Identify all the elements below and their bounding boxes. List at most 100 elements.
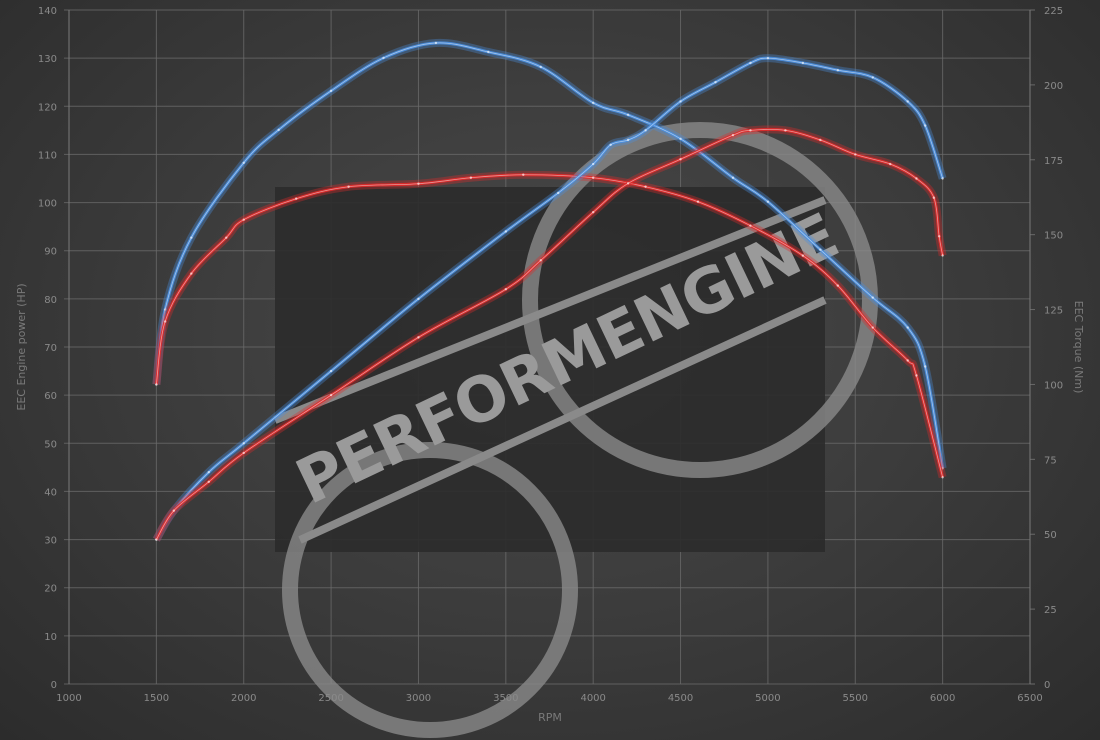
series-lines bbox=[152, 38, 947, 542]
data-point bbox=[941, 476, 944, 479]
data-point bbox=[937, 235, 941, 238]
x-tick-label: 3500 bbox=[493, 693, 518, 704]
data-point bbox=[836, 68, 839, 72]
data-point bbox=[242, 442, 245, 445]
data-point bbox=[487, 50, 490, 54]
data-point bbox=[504, 230, 508, 233]
y-tick-label: 80 bbox=[44, 295, 57, 306]
data-point bbox=[591, 211, 595, 214]
data-point bbox=[417, 297, 420, 301]
data-point bbox=[539, 65, 542, 69]
data-point bbox=[591, 162, 595, 166]
x-tick-label: 1000 bbox=[56, 693, 81, 704]
data-point bbox=[591, 176, 595, 179]
data-point bbox=[163, 308, 167, 311]
y2-tick-label: 225 bbox=[1044, 6, 1063, 17]
y-tick-label: 90 bbox=[44, 247, 57, 258]
data-point bbox=[207, 480, 210, 483]
data-point bbox=[242, 218, 245, 221]
data-point bbox=[172, 509, 176, 512]
y2-tick-label: 75 bbox=[1044, 455, 1057, 466]
data-point bbox=[889, 162, 892, 166]
data-point bbox=[871, 76, 874, 79]
data-point bbox=[766, 200, 770, 203]
data-point bbox=[329, 393, 333, 397]
data-point bbox=[915, 177, 918, 180]
data-point bbox=[644, 129, 647, 132]
data-point bbox=[714, 81, 717, 84]
data-point bbox=[731, 133, 735, 137]
y-tick-label: 140 bbox=[38, 6, 57, 17]
data-point bbox=[225, 236, 228, 239]
data-point bbox=[906, 326, 909, 329]
y-tick-label: 60 bbox=[44, 391, 57, 402]
data-point bbox=[242, 161, 245, 164]
data-point bbox=[819, 138, 822, 142]
data-point bbox=[207, 470, 210, 474]
y-tick-label: 120 bbox=[38, 102, 57, 113]
data-point bbox=[626, 182, 630, 185]
y-tick-label: 0 bbox=[51, 680, 57, 691]
x-tick-label: 3000 bbox=[406, 693, 431, 704]
x-tick-label: 1500 bbox=[144, 693, 169, 704]
y2-tick-label: 25 bbox=[1044, 605, 1057, 616]
y2-tick-label: 200 bbox=[1044, 81, 1063, 92]
data-point bbox=[155, 383, 158, 386]
data-point bbox=[504, 288, 508, 291]
data-point bbox=[819, 248, 822, 251]
x-tick-label: 5500 bbox=[843, 693, 868, 704]
x-tick-label: 6000 bbox=[930, 693, 955, 704]
data-point bbox=[539, 259, 542, 262]
x-tick-label: 5000 bbox=[755, 693, 780, 704]
data-point bbox=[347, 185, 350, 188]
data-point bbox=[522, 173, 525, 176]
data-point bbox=[434, 41, 438, 45]
data-point bbox=[923, 124, 927, 127]
data-point bbox=[871, 326, 874, 329]
data-point bbox=[626, 138, 630, 142]
data-point bbox=[417, 182, 420, 185]
x-tick-label: 4500 bbox=[668, 693, 693, 704]
y-tick-label: 40 bbox=[44, 487, 57, 498]
data-point bbox=[469, 176, 473, 179]
y-tick-label: 10 bbox=[44, 632, 57, 643]
axis-ticks: 1000 1500 2000 2500 3000 3500 4000 4500 5000 5500… bbox=[38, 6, 1063, 704]
data-point bbox=[155, 538, 158, 541]
data-point bbox=[242, 451, 245, 455]
y2-axis-title: EEC Torque (Nm) bbox=[1072, 301, 1085, 394]
y-tick-label: 130 bbox=[38, 54, 57, 65]
data-point bbox=[731, 176, 735, 179]
data-point bbox=[277, 128, 280, 132]
y-tick-label: 20 bbox=[44, 584, 57, 595]
y-axis-title: EEC Engine power (HP) bbox=[15, 283, 28, 410]
data-point bbox=[679, 158, 682, 161]
data-point bbox=[417, 336, 420, 339]
data-point bbox=[679, 137, 682, 141]
x-axis-title: RPM bbox=[538, 711, 562, 724]
y2-tick-label: 125 bbox=[1044, 306, 1063, 317]
y2-tick-label: 175 bbox=[1044, 156, 1063, 167]
y-tick-label: 70 bbox=[44, 343, 57, 354]
grid bbox=[64, 9, 1035, 685]
x-tick-label: 2500 bbox=[318, 693, 343, 704]
data-point bbox=[749, 129, 752, 132]
series-highlight bbox=[156, 129, 944, 540]
data-point bbox=[906, 359, 909, 362]
x-tick-label: 2000 bbox=[231, 693, 256, 704]
data-point bbox=[923, 365, 927, 368]
performengine-watermark-logo: PERFORMENGINE bbox=[273, 122, 878, 738]
data-point bbox=[871, 296, 874, 299]
data-point bbox=[801, 61, 805, 65]
x-tick-label: 6500 bbox=[1017, 693, 1042, 704]
data-point bbox=[644, 185, 647, 188]
data-point bbox=[557, 191, 560, 195]
data-point bbox=[163, 320, 167, 323]
data-point bbox=[915, 374, 918, 377]
data-point bbox=[190, 272, 193, 275]
data-point bbox=[749, 61, 752, 65]
y2-tick-label: 50 bbox=[1044, 530, 1057, 541]
x-tick-label: 4000 bbox=[580, 693, 605, 704]
data-point bbox=[766, 56, 770, 60]
data-point bbox=[854, 153, 857, 156]
data-point bbox=[749, 224, 752, 227]
